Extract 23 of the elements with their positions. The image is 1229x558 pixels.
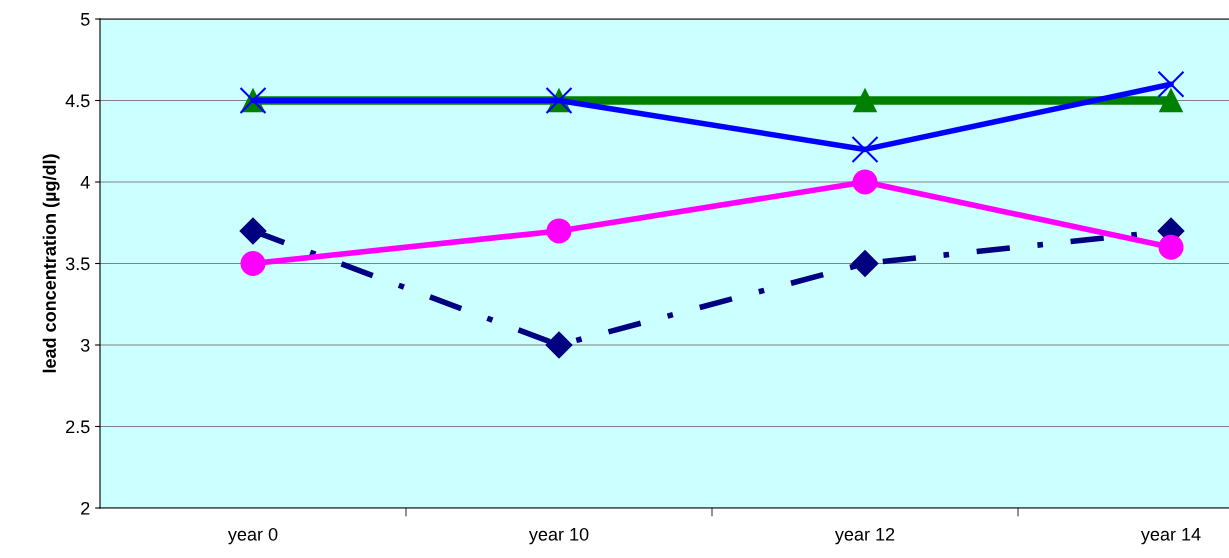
point: [1158, 234, 1184, 260]
y-tick-label: 2: [81, 501, 90, 515]
point: [852, 169, 878, 195]
point: [1157, 70, 1185, 98]
x-tick-label: year 14: [1140, 528, 1201, 545]
point: [239, 217, 267, 245]
y-tick-label: 5: [80, 13, 90, 26]
point: [240, 250, 266, 277]
y-axis-title: lead concentration (µg/dl): [42, 154, 60, 373]
y-tick-label: 2.5: [66, 420, 90, 434]
x-tick-label: year 0: [227, 527, 278, 545]
point: [545, 331, 573, 359]
point: [1159, 88, 1183, 113]
point: [851, 250, 879, 277]
point: [546, 218, 572, 244]
point: [853, 88, 877, 113]
x-tick-label: year 10: [528, 527, 589, 545]
y-tick-label: 3: [80, 338, 90, 352]
y-tick-label: 4: [80, 176, 90, 189]
y-tick-label: 3.5: [65, 257, 90, 271]
y-tick-label: 4.5: [65, 94, 90, 108]
point: [851, 135, 879, 163]
x-tick-label: year 12: [834, 527, 895, 545]
